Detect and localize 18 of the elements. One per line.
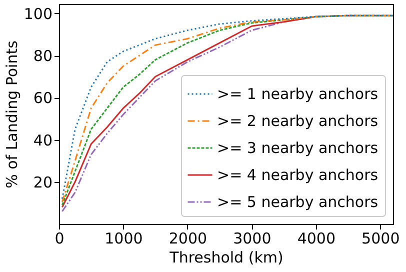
x-tick-label: 0 — [54, 230, 64, 248]
legend-label: >= 3 nearby anchors — [217, 139, 378, 157]
y-tick-label: 20 — [33, 173, 52, 192]
legend-label: >= 4 nearby anchors — [217, 166, 378, 184]
y-tick-label: 100 — [24, 4, 52, 23]
legend-label: >= 5 nearby anchors — [217, 193, 378, 211]
legend-label: >= 2 nearby anchors — [217, 112, 378, 130]
y-tick-label: 40 — [33, 131, 52, 150]
x-tick-label: 1000 — [104, 230, 143, 248]
x-axis-title: Threshold (km) — [168, 248, 284, 266]
y-axis-title: % of Landing Points — [2, 40, 21, 188]
x-tick-label: 2000 — [168, 230, 208, 248]
x-tick-label: 4000 — [297, 230, 336, 248]
y-tick-label: 80 — [33, 47, 52, 66]
legend-label: >= 1 nearby anchors — [217, 85, 378, 103]
y-tick-label: 60 — [33, 89, 52, 108]
x-tick-label: 5000 — [362, 230, 400, 248]
x-tick-label: 3000 — [233, 230, 272, 248]
